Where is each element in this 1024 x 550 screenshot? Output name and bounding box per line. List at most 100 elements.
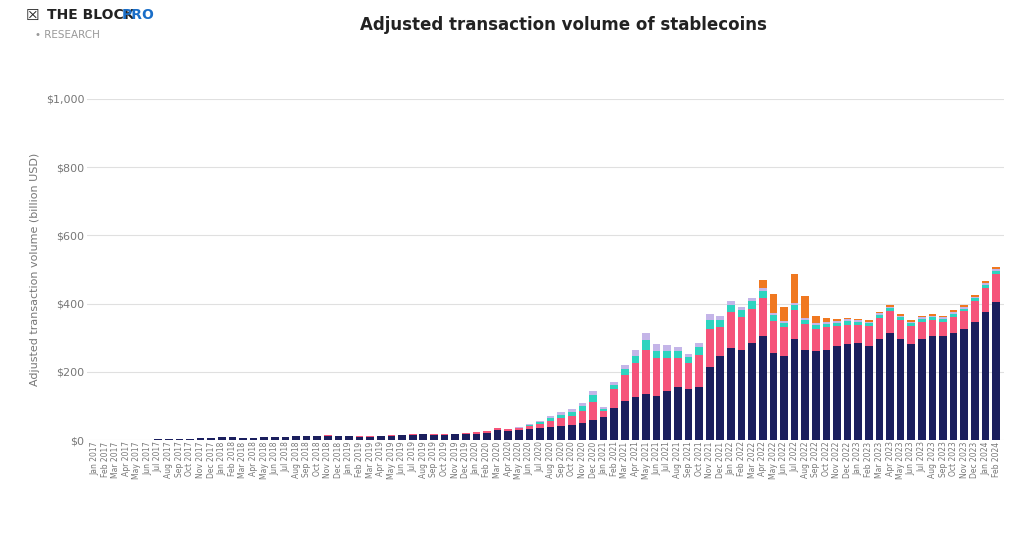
Y-axis label: Adjusted transaction volume (billion USD): Adjusted transaction volume (billion USD… [30,153,40,386]
Bar [886,307,894,309]
Bar [695,355,702,387]
Bar [727,301,735,305]
Bar [961,309,968,311]
Bar [547,421,554,427]
Bar [854,320,862,322]
Bar [982,288,989,312]
Bar [664,351,671,358]
Bar [452,434,459,440]
Bar [812,316,819,323]
Bar [769,313,777,315]
Bar [971,301,979,322]
Bar [865,327,872,346]
Bar [664,345,671,351]
Bar [674,358,682,387]
Bar [579,423,586,440]
Bar [802,320,809,324]
Bar [749,343,756,440]
Bar [165,439,172,440]
Bar [440,435,449,440]
Bar [919,317,926,319]
Bar [971,299,979,301]
Bar [834,319,841,321]
Bar [865,320,872,322]
Bar [685,354,692,358]
Bar [961,307,968,309]
Bar [695,343,702,347]
Bar [919,319,926,322]
Bar [844,317,851,320]
Bar [769,321,777,353]
Bar [876,312,884,313]
Bar [589,391,597,395]
Bar [557,412,565,415]
Bar [525,424,534,425]
Bar [228,437,237,440]
Bar [791,339,799,440]
Bar [186,439,194,440]
Bar [769,353,777,440]
Bar [589,403,597,420]
Bar [939,319,947,322]
Bar [664,358,671,390]
Bar [292,436,300,440]
Bar [907,326,915,344]
Bar [537,421,544,422]
Bar [982,283,989,285]
Bar [706,367,714,440]
Bar [324,436,332,440]
Bar [886,333,894,440]
Bar [876,314,884,315]
Bar [791,305,799,310]
Bar [632,356,639,363]
Bar [695,387,702,440]
Bar [834,323,841,327]
Bar [462,433,470,434]
Bar [642,340,650,350]
Bar [335,436,342,440]
Bar [632,397,639,440]
Bar [505,431,512,440]
Bar [982,285,989,288]
Bar [876,318,884,339]
Bar [388,435,395,436]
Bar [950,312,957,314]
Bar [759,280,767,288]
Bar [844,321,851,325]
Bar [939,336,947,440]
Bar [674,347,682,351]
Bar [398,434,406,435]
Bar [568,425,575,440]
Bar [886,309,894,311]
Bar [992,302,999,440]
Bar [260,437,268,440]
Text: THE BLOCK: THE BLOCK [47,8,139,22]
Bar [632,363,639,397]
Bar [737,307,745,310]
Bar [515,428,522,431]
Bar [462,434,470,440]
Bar [822,322,830,324]
Bar [440,434,449,435]
Text: ☒: ☒ [26,8,44,23]
Bar [452,433,459,434]
Bar [367,436,374,437]
Bar [579,406,586,411]
Bar [737,317,745,350]
Bar [865,322,872,323]
Bar [737,310,745,317]
Bar [240,438,247,440]
Bar [780,356,787,440]
Bar [568,416,575,425]
Bar [854,322,862,325]
Bar [854,325,862,343]
Bar [929,317,936,320]
Bar [907,344,915,440]
Bar [472,432,480,433]
Bar [642,333,650,340]
Bar [621,369,629,375]
Bar [589,395,597,403]
Bar [483,431,490,433]
Bar [961,311,968,329]
Bar [897,339,904,440]
